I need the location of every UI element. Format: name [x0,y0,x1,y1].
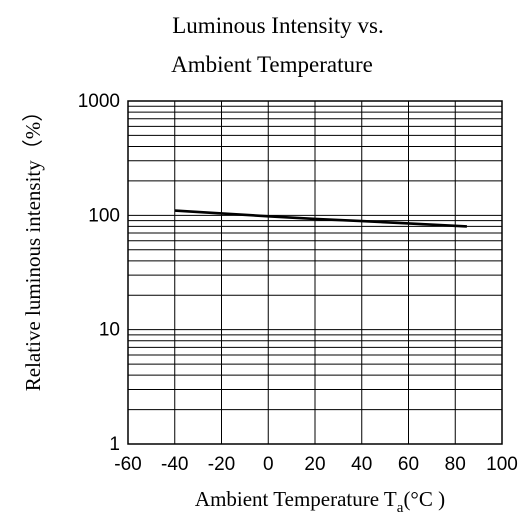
y-tick-label: 100 [88,205,120,226]
x-tick-labels: -60 -40 -20 0 20 40 60 80 100 [114,454,518,475]
x-tick-label: -60 [114,454,141,475]
x-axis-label-main: Ambient Temperature T [195,487,397,511]
y-tick-label: 10 [99,320,120,341]
x-tick-label: 60 [398,454,419,475]
series-line [174,209,467,228]
x-tick-label: 40 [351,454,372,475]
chart-title-line2: Ambient Temperature [171,52,373,77]
chart-title-line1: Luminous Intensity vs. [172,13,383,38]
y-axis-label: Relative luminous intensity（%） [21,101,45,391]
plot-frame [127,100,503,445]
x-tick-label: 20 [304,454,325,475]
y-tick-labels: 1 10 100 1000 [78,91,120,455]
x-tick-label: 0 [263,454,274,475]
y-tick-label: 1 [109,434,120,455]
x-tick-label: 80 [445,454,466,475]
y-tick-label: 1000 [78,91,120,112]
chart-grid [127,100,503,445]
x-axis-label-subscript: a [397,500,404,516]
x-axis-label: Ambient Temperature Ta(°C ) [195,487,445,516]
x-tick-label: 100 [486,454,518,475]
x-tick-label: -20 [208,454,235,475]
x-tick-label: -40 [161,454,188,475]
chart-series [174,209,467,228]
x-axis-label-unit: (°C ) [403,487,445,511]
